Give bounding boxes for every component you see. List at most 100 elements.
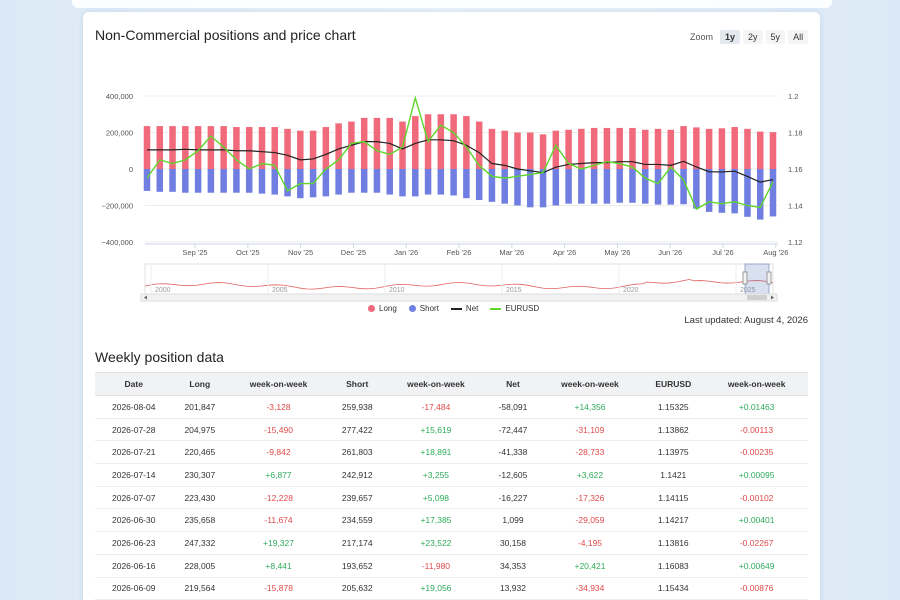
long-bar — [475, 121, 483, 169]
table-cell: 277,422 — [329, 418, 385, 442]
short-bar — [463, 169, 470, 199]
header-strip — [72, 0, 832, 8]
table-cell: 201,847 — [172, 395, 228, 419]
table-cell: -11,980 — [384, 554, 488, 578]
column-header-8[interactable]: week-on-week — [705, 372, 808, 396]
short-bar — [539, 169, 547, 208]
short-bar — [399, 169, 406, 197]
table-cell: 205,632 — [329, 577, 385, 600]
table-cell: 2026-07-21 — [95, 440, 173, 465]
legend-eurusd-marker — [490, 307, 502, 310]
legend-net-marker — [450, 307, 462, 310]
x-tick-label: Apr '26 — [553, 248, 577, 257]
table-body: 2026-08-04 201,847 -3,128 259,938 -17,484 -58… — [95, 395, 808, 600]
long-bar — [693, 127, 700, 169]
x-tick-label: Feb '26 — [447, 248, 472, 257]
long-bar — [565, 129, 572, 169]
table-cell: +3,622 — [538, 463, 642, 487]
long-bar — [450, 114, 457, 169]
zoom-1y-button[interactable]: 1y — [720, 30, 741, 44]
column-header-7[interactable]: EURUSD — [641, 372, 706, 396]
long-bar — [233, 127, 240, 169]
short-bar — [590, 169, 598, 204]
short-bar — [693, 169, 700, 209]
navigator-frame — [144, 263, 774, 295]
table-cell: -34,934 — [538, 577, 642, 600]
table-cell: -58,091 — [487, 395, 539, 419]
table-cell: 2026-07-28 — [95, 418, 173, 442]
column-header-5[interactable]: Net — [487, 372, 539, 396]
table-cell: +0.00095 — [705, 463, 808, 487]
eurusd-line — [146, 95, 774, 211]
table-cell: 1.13816 — [641, 531, 706, 555]
short-bar — [348, 169, 355, 193]
column-header-2[interactable]: week-on-week — [227, 372, 330, 396]
table-cell: +18,891 — [384, 440, 488, 465]
x-tick-label: Jun '26 — [658, 248, 682, 257]
table-row: 2026-07-28 204,975 -15,490 277,422 +15,619 -7… — [95, 418, 808, 442]
short-bar — [718, 169, 726, 213]
navigator-handle-right — [766, 271, 772, 285]
table-cell: 2026-06-30 — [95, 508, 173, 533]
table-cell: -29,059 — [538, 508, 642, 533]
long-bar — [309, 130, 317, 169]
table-cell: 2026-06-09 — [95, 577, 173, 600]
navigator: 2000 2005 2010 2015 2020 2025 — [140, 263, 778, 302]
table-cell: -0.02267 — [705, 531, 808, 555]
long-bar — [769, 132, 777, 169]
short-bar — [258, 169, 266, 194]
column-header-3[interactable]: Short — [329, 372, 385, 396]
table-cell: 1,099 — [487, 508, 539, 533]
short-bar — [756, 169, 764, 220]
legend-short-marker — [408, 305, 416, 312]
y-left-tick-label: 0 — [129, 165, 133, 174]
table-cell: -0.00876 — [705, 577, 808, 600]
table-cell: 1.1421 — [641, 463, 706, 487]
table-cell: 1.14115 — [641, 486, 706, 510]
legend-short[interactable]: Short — [408, 304, 439, 313]
chart-title: Non-Commercial positions and price chart — [95, 27, 356, 43]
long-bar — [654, 128, 662, 169]
table-cell: +6,877 — [227, 463, 330, 487]
legend-long[interactable]: Long — [368, 304, 397, 313]
short-bar — [450, 169, 457, 196]
table-cell: +8,441 — [227, 554, 330, 578]
legend-net[interactable]: Net — [450, 304, 478, 313]
weekly-position-table: Date Long week-on-week Short week-on-week Net… — [95, 372, 808, 600]
zoom-all-button[interactable]: All — [788, 30, 809, 44]
short-bar — [412, 169, 419, 197]
table-cell: 204,975 — [172, 418, 228, 442]
table-cell: -72,447 — [487, 418, 539, 442]
zoom-2y-button[interactable]: 2y — [743, 30, 763, 44]
positions-chart: 400,000 200,000 0 −200,000 −400,000 1.2 1.18 1.… — [102, 92, 803, 302]
table-cell: 2026-06-16 — [95, 554, 173, 578]
column-header-4[interactable]: week-on-week — [384, 372, 488, 396]
column-header-0[interactable]: Date — [95, 372, 173, 396]
zoom-controls: Zoom 1y 2y 5y All — [690, 30, 809, 44]
legend-eurusd-label: EURUSD — [505, 304, 540, 313]
long-bar — [194, 126, 202, 169]
table-cell: 239,657 — [329, 486, 385, 510]
table-cell: -0.00113 — [705, 418, 808, 442]
table-row: 2026-06-30 235,658 -11,674 234,559 +17,385 1,… — [95, 508, 808, 533]
zoom-label: Zoom — [690, 32, 714, 42]
table-cell: 259,938 — [329, 395, 385, 419]
table-row: 2026-06-09 219,564 -15,878 205,632 +19,056 13… — [95, 577, 808, 600]
table-cell: 1.14217 — [641, 508, 706, 533]
long-bar — [156, 126, 164, 169]
long-bar — [207, 126, 215, 169]
short-bar — [744, 169, 751, 217]
table-row: 2026-08-04 201,847 -3,128 259,938 -17,484 -58… — [95, 395, 808, 419]
column-header-1[interactable]: Long — [172, 372, 228, 396]
table-cell: 234,559 — [329, 508, 385, 533]
table-cell: 2026-07-07 — [95, 486, 173, 510]
legend-short-label: Short — [419, 304, 439, 313]
table-cell: +14,356 — [538, 395, 642, 419]
long-bar — [271, 127, 279, 169]
table-cell: +15,619 — [384, 418, 488, 442]
zoom-5y-button[interactable]: 5y — [765, 30, 786, 44]
long-bar — [641, 129, 649, 169]
legend-eurusd[interactable]: EURUSD — [490, 304, 539, 313]
short-bar — [437, 169, 445, 195]
column-header-6[interactable]: week-on-week — [538, 372, 642, 396]
